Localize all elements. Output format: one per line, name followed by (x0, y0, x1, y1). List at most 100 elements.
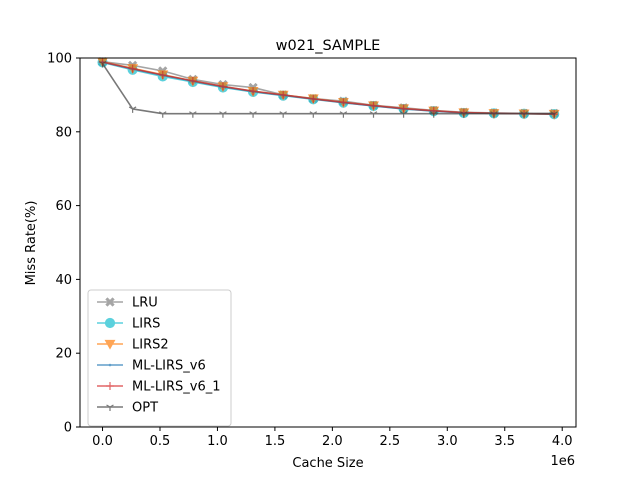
x-tick-label-3: 1.0 (207, 434, 228, 449)
legend-swatch-marker-3-shape (104, 339, 116, 350)
x-tick-label-8: 3.5 (494, 434, 515, 449)
series-6-point-16-shape (550, 111, 558, 118)
series-6-point-13-shape (460, 111, 468, 118)
y-tick-label-4: 60 (55, 199, 72, 214)
legend-swatch-marker-5-shape (106, 382, 114, 390)
x-tick-label-9: 4.0 (552, 434, 573, 449)
legend-swatch-marker-2-shape (104, 317, 116, 329)
series-5-point-8-shape (309, 94, 318, 103)
chart-title: w021_SAMPLE (276, 38, 381, 54)
legend-swatch-marker-6-shape (106, 404, 114, 411)
x-tick-label-2: 0.5 (150, 434, 171, 449)
legend-swatch-marker-2 (104, 317, 116, 329)
y-tick-label-1: 0 (64, 421, 72, 436)
series-6-point-15-shape (520, 111, 528, 118)
series-6-point-16 (550, 111, 558, 118)
x-tick-label-6: 2.5 (379, 434, 400, 449)
series-5-point-4-shape (188, 76, 197, 85)
series-6-point-10-shape (369, 111, 378, 118)
legend-swatch-1 (97, 297, 123, 307)
legend-swatch-marker-4 (108, 363, 112, 367)
x-axis-offset-label: 1e6 (550, 454, 575, 469)
series-6-point-5-shape (219, 111, 227, 118)
legend-entry-2: LIRS (97, 317, 160, 332)
legend-swatch-5 (97, 382, 123, 390)
series-6-point-11 (399, 111, 408, 118)
y-tick-label-5: 80 (55, 125, 72, 140)
legend-swatch-4 (97, 363, 123, 367)
series-6-point-8-shape (309, 111, 318, 118)
series-5-point-7 (279, 90, 288, 99)
x-tick-label-5: 2.0 (322, 434, 343, 449)
legend-swatch-marker-1-shape (105, 297, 115, 307)
series-5-point-10 (369, 101, 378, 110)
series-5-point-2-shape (128, 64, 137, 73)
series-6-line (101, 63, 555, 115)
legend-entry-6: OPT (97, 401, 158, 416)
legend-swatch-marker-4-shape (108, 363, 112, 367)
legend-label-1: LRU (132, 296, 158, 311)
legend-label-4: ML-LIRS_v6 (132, 359, 206, 374)
series-6-point-4-shape (189, 111, 197, 118)
series-6-point-3-shape (158, 111, 167, 118)
series-5-point-10-shape (369, 101, 378, 110)
series-6-point-7-shape (279, 111, 287, 118)
x-tick-label-7: 3.0 (437, 434, 458, 449)
legend: LRU LIRS LIRS2 ML-LIRS_v6 ML-LIRS_v6_1 OPT (87, 289, 232, 427)
series-5-point-9-shape (339, 98, 348, 107)
legend-entry-1: LRU (97, 296, 158, 311)
series-6-point-14-shape (490, 111, 498, 118)
series-5-point-6 (249, 87, 258, 96)
series-6-point-13 (460, 111, 468, 118)
series-6-point-12-shape (429, 111, 438, 118)
series-6-point-6 (249, 111, 257, 118)
series-5-point-6-shape (249, 87, 258, 96)
legend-label-3: LIRS2 (132, 338, 169, 353)
axes: 0.0 0.5 1.0 1.5 2.0 2.5 3.0 3.5 4.0 0 20 40 60 80 100 (47, 52, 577, 449)
series-5-point-11 (399, 104, 408, 113)
legend-swatch-3 (97, 339, 123, 350)
x-tick-label-1: 0.0 (92, 434, 113, 449)
series-5-point-8 (309, 94, 318, 103)
series-6-point-11-shape (399, 111, 408, 118)
legend-entry-3: LIRS2 (97, 338, 169, 353)
y-tick-label-6: 100 (47, 52, 72, 67)
x-axis-label: Cache Size (292, 456, 363, 471)
series-5-point-3-shape (158, 70, 167, 79)
y-tick-label-2: 20 (55, 347, 72, 362)
series-6-point-10 (369, 111, 378, 118)
legend-swatch-marker-6 (106, 404, 114, 411)
series-6-point-3 (158, 111, 167, 118)
legend-swatch-marker-5 (106, 382, 114, 390)
series-5-point-9 (339, 98, 348, 107)
legend-entry-4: ML-LIRS_v6 (97, 359, 206, 374)
series-6-point-9 (339, 111, 348, 118)
series-5-point-11-shape (399, 104, 408, 113)
series-6-point-7 (279, 111, 287, 118)
legend-swatch-2 (97, 317, 123, 329)
y-tick-label-3: 40 (55, 273, 72, 288)
series-5-point-5 (218, 82, 227, 91)
series-6-point-2-shape (128, 106, 137, 113)
series-6-point-6-shape (249, 111, 257, 118)
legend-box (87, 289, 232, 427)
legend-entry-5: ML-LIRS_v6_1 (97, 380, 221, 395)
series-5-point-4 (188, 76, 197, 85)
legend-label-5: ML-LIRS_v6_1 (132, 380, 221, 395)
plot-area (97, 56, 560, 120)
series-6-point-12 (429, 111, 438, 118)
legend-label-2: LIRS (132, 317, 160, 332)
series-6-point-2 (128, 106, 137, 113)
series-6-point-5 (219, 111, 227, 118)
series-6-point-1-shape (98, 61, 107, 68)
series-6-point-14 (490, 111, 498, 118)
series-6-point-1 (98, 61, 107, 68)
series-6-point-15 (520, 111, 528, 118)
legend-swatch-marker-3 (104, 339, 116, 350)
y-axis-label: Miss Rate(%) (24, 201, 39, 286)
legend-swatch-marker-1 (105, 297, 115, 307)
series-6-point-4 (189, 111, 197, 118)
series-6-point-9-shape (339, 111, 348, 118)
